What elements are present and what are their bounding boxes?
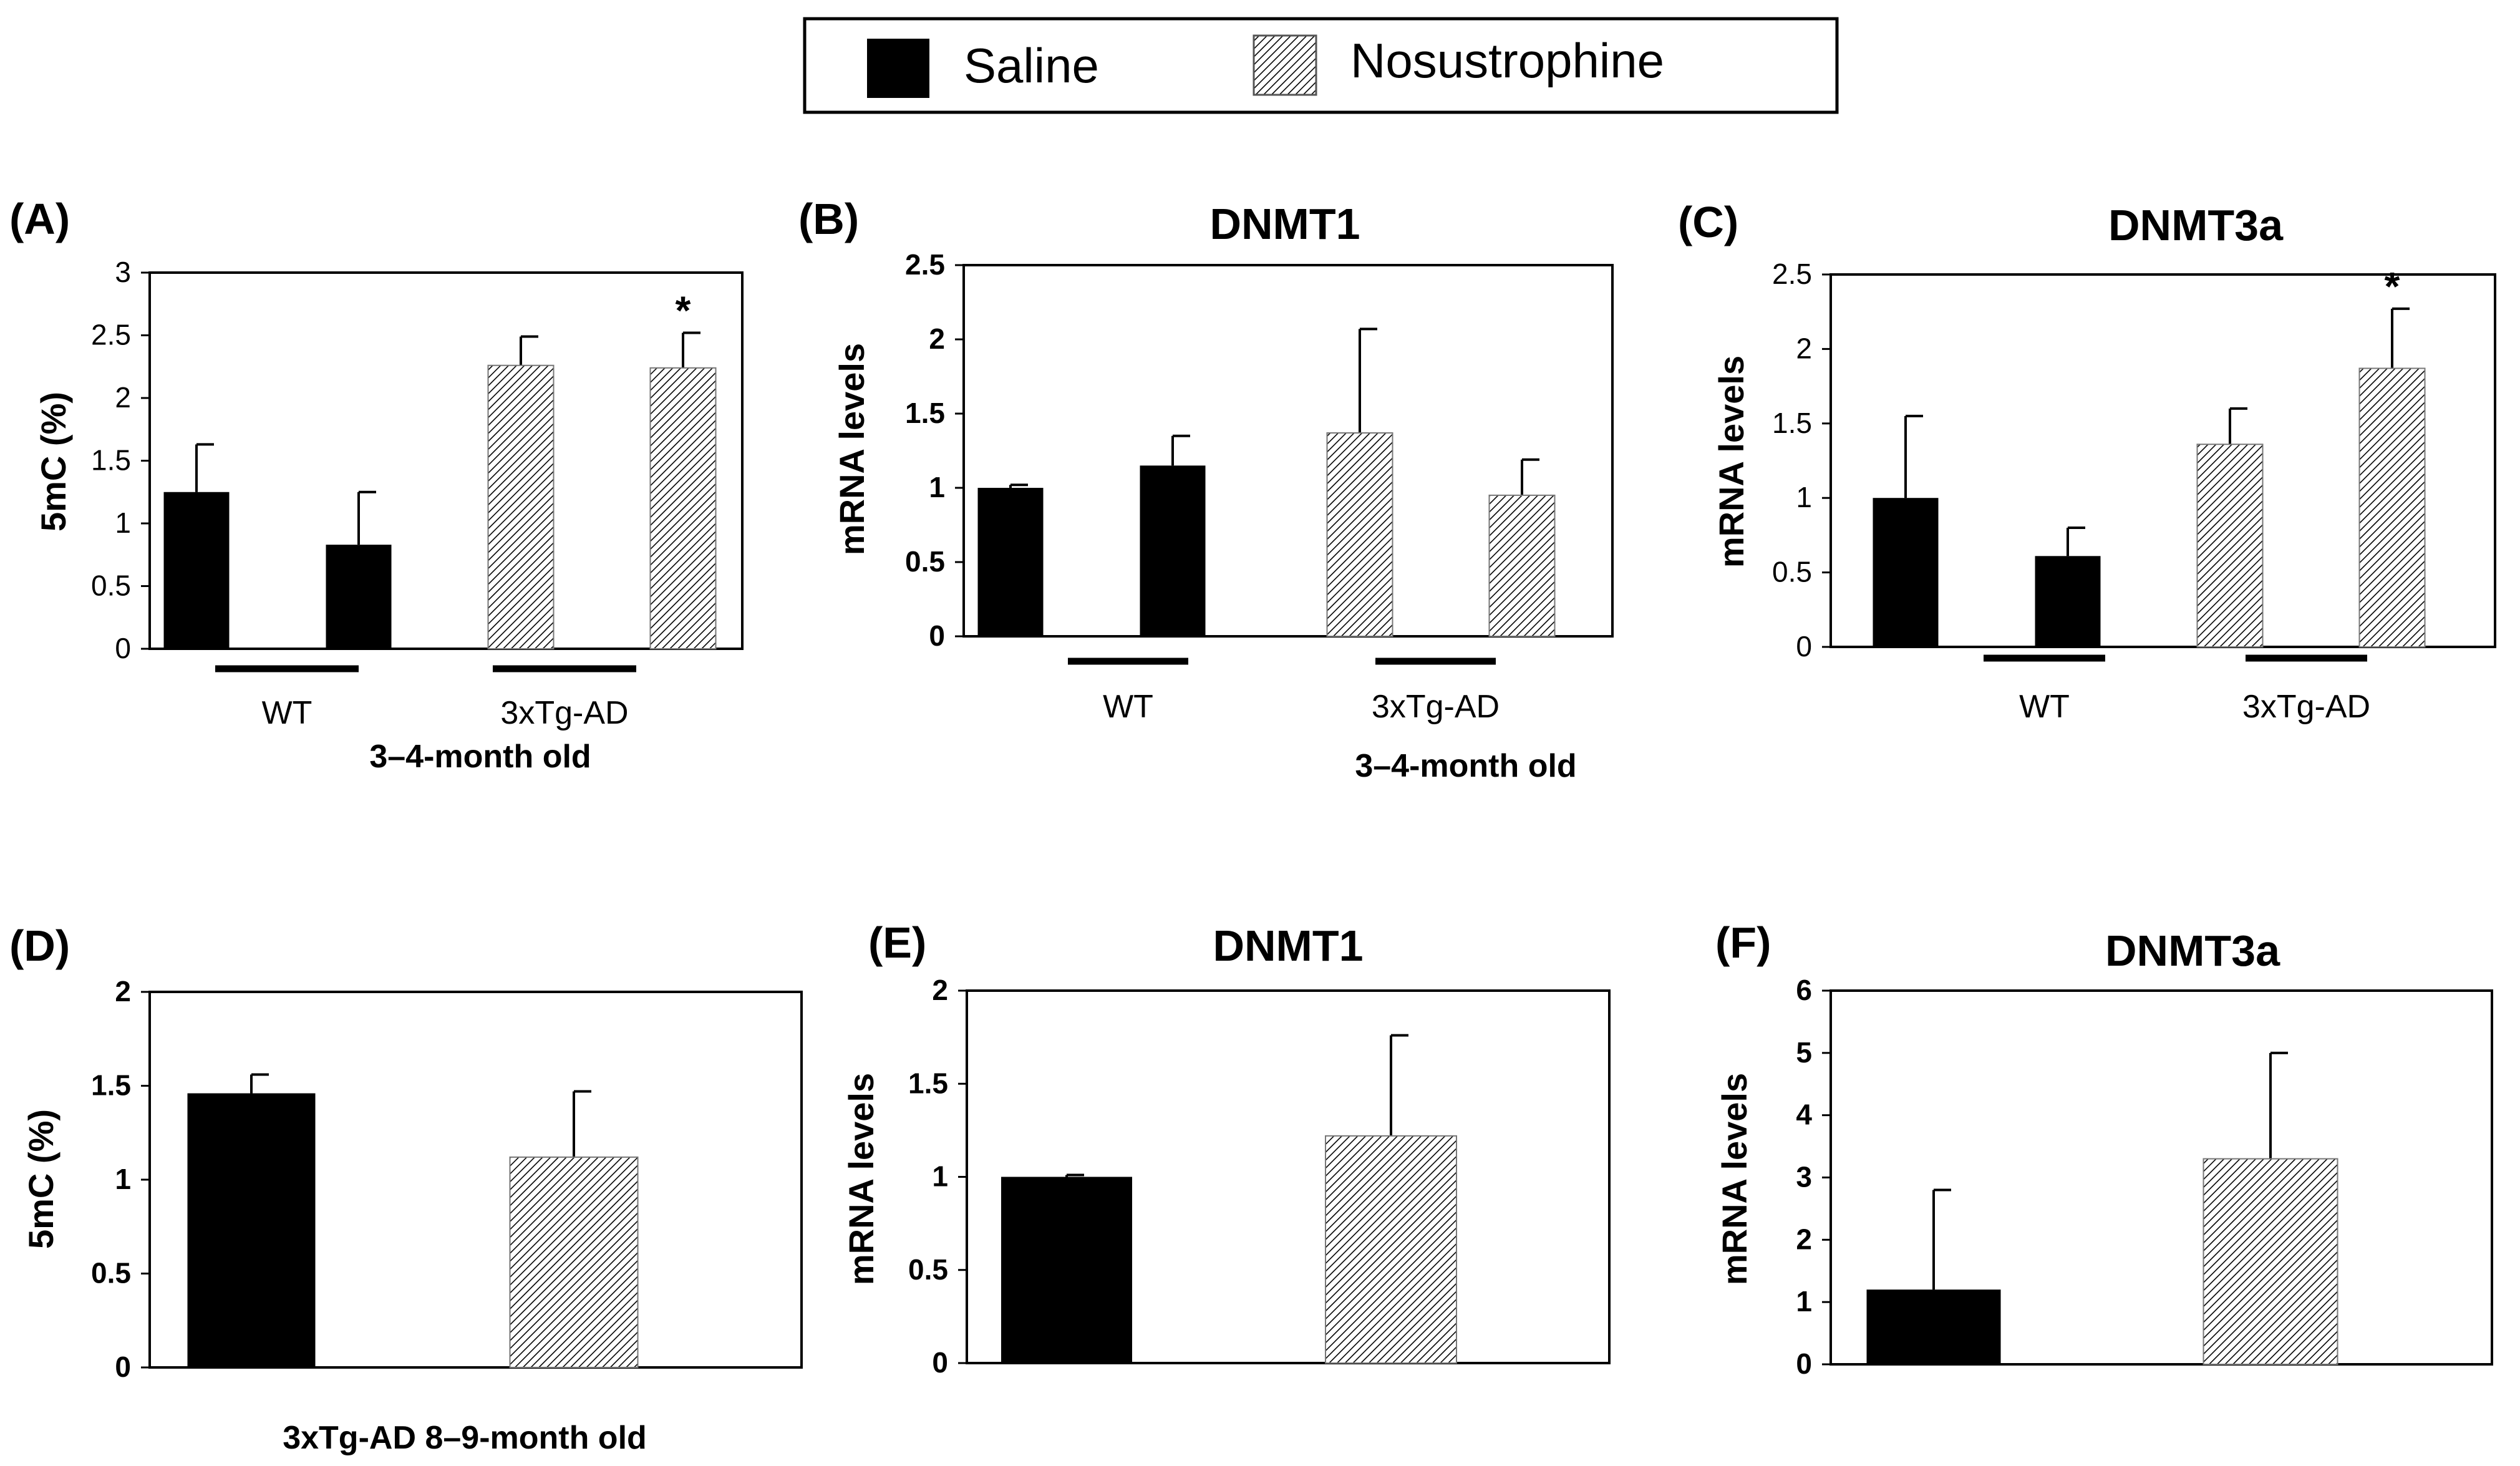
x-category-label: WT <box>2019 689 2070 725</box>
y-tick-label: 1.5 <box>91 444 131 477</box>
panel-letter: (F) <box>1715 918 1771 967</box>
bar-nosustrophine <box>1326 432 1393 637</box>
chart-panel-c: 0 0.5 1 1.5 2 2.5 mRNA levels (C) DNMT3a * WT 3xTg-… <box>1678 198 2496 725</box>
y-tick-label: 1.5 <box>91 1069 131 1102</box>
x-category-label: 3xTg-AD <box>2242 689 2370 725</box>
y-axis-title: mRNA levels <box>832 343 871 555</box>
bar-saline <box>1140 465 1206 636</box>
bar-nosustrophine <box>1488 494 1556 638</box>
x-category-label: 3xTg-AD <box>1372 689 1500 725</box>
y-tick-label: 0.5 <box>1772 556 1812 588</box>
chart-title: DNMT1 <box>1213 921 1363 970</box>
legend-swatch-saline <box>867 39 929 98</box>
bar-saline <box>977 488 1044 636</box>
plot-frame <box>962 264 1614 638</box>
y-tick-label: 6 <box>1796 974 1812 1006</box>
bar-nosustrophine <box>649 367 717 649</box>
y-tick-label: 1 <box>929 471 945 503</box>
panel-letter: (E) <box>868 918 926 967</box>
legend-label-nosustrophine: Nosustrophine <box>1350 33 1664 88</box>
y-tick-label: 1.5 <box>908 1067 948 1099</box>
significance-marker: * <box>2385 264 2400 309</box>
y-tick-label: 2 <box>932 974 948 1006</box>
bar-saline <box>187 1093 316 1367</box>
panel-letter: (A) <box>9 195 70 243</box>
panel-letter: (B) <box>798 195 859 243</box>
panel-letter: (C) <box>1678 198 1738 246</box>
significance-marker: * <box>676 288 691 333</box>
plot-frame <box>1829 273 2496 648</box>
y-tick-label: 0 <box>1796 1347 1812 1380</box>
y-tick-label: 0 <box>1796 630 1812 663</box>
bar-nosustrophine <box>509 1156 639 1368</box>
y-tick-label: 0.5 <box>908 1253 948 1286</box>
bar-saline <box>326 545 392 649</box>
legend-label-saline: Saline <box>964 38 1099 93</box>
y-tick-label: 2 <box>1796 1223 1812 1255</box>
bar-nosustrophine <box>2203 1158 2338 1366</box>
x-category-label: 3xTg-AD <box>500 695 628 731</box>
y-tick-label: 0 <box>932 1346 948 1379</box>
bar-nosustrophine <box>1325 1135 1457 1364</box>
chart-title: DNMT3a <box>2108 201 2284 250</box>
y-tick-label: 0 <box>929 619 945 652</box>
x-category-label: WT <box>1103 689 1153 725</box>
y-tick-label: 2.5 <box>1772 258 1812 290</box>
y-tick-label: 2 <box>115 975 131 1007</box>
y-tick-label: 1 <box>932 1160 948 1193</box>
legend-box <box>803 17 1839 114</box>
chart-title: DNMT1 <box>1209 200 1360 248</box>
bar-saline <box>163 492 230 649</box>
y-tick-label: 2.5 <box>91 319 131 351</box>
y-tick-label: 1 <box>1796 1285 1812 1318</box>
x-category-label: WT <box>262 695 313 731</box>
y-axis-title: 5mC (%) <box>21 1109 61 1249</box>
x-sublabel: 3xTg-AD 8–9-month old <box>283 1420 647 1456</box>
y-tick-label: 4 <box>1796 1099 1812 1131</box>
bar-saline <box>1873 498 1939 647</box>
bar-nosustrophine <box>2358 367 2426 648</box>
y-tick-label: 5 <box>1796 1036 1812 1069</box>
chart-panel-d: 0 0.5 1 1.5 2 5mC (%) (D) 3xTg-AD 8–9-month old <box>9 921 803 1456</box>
chart-panel-e: 0 0.5 1 1.5 2 mRNA levels (E) DNMT1 <box>841 918 1611 1379</box>
chart-panel-f: 0 1 2 3 4 5 6 mRNA levels (F) DNMT3a <box>1715 918 2493 1380</box>
chart-panel-a: 0 0.5 1 1.5 2 2.5 3 5mC (%) (A) * WT 3xTg-AD 3–4-mon… <box>9 195 744 775</box>
y-axis-title: mRNA levels <box>841 1073 881 1285</box>
y-tick-label: 2 <box>1796 332 1812 364</box>
y-tick-label: 2 <box>929 323 945 355</box>
y-tick-label: 0 <box>115 1351 131 1383</box>
bar-saline <box>2035 556 2101 647</box>
y-tick-label: 0.5 <box>91 1257 131 1289</box>
y-tick-label: 1 <box>115 1163 131 1195</box>
y-tick-label: 1.5 <box>905 397 945 429</box>
y-tick-label: 1 <box>115 507 131 539</box>
legend: Saline Nosustrophine <box>803 17 1839 114</box>
bar-nosustrophine <box>487 364 555 649</box>
y-tick-label: 0.5 <box>91 570 131 602</box>
y-tick-label: 3 <box>115 256 131 288</box>
panel-letter: (D) <box>9 921 70 970</box>
bar-saline <box>1001 1177 1132 1363</box>
y-tick-label: 2.5 <box>905 248 945 281</box>
y-tick-label: 0.5 <box>905 545 945 578</box>
y-axis-title: 5mC (%) <box>34 392 73 532</box>
chart-panels: 0 0.5 1 1.5 2 2.5 3 5mC (%) (A) * WT 3xTg-AD 3–4-mon… <box>9 195 2496 1456</box>
chart-title: DNMT3a <box>2105 926 2280 975</box>
chart-panel-b: 0 0.5 1 1.5 2 2.5 mRNA levels (B) DNMT1 WT 3xTg-AD… <box>798 195 1614 784</box>
y-tick-label: 1 <box>1796 481 1812 513</box>
y-tick-label: 3 <box>1796 1161 1812 1193</box>
y-tick-label: 2 <box>115 381 131 414</box>
x-sublabel: 3–4-month old <box>369 739 591 775</box>
legend-swatch-nosustrophine <box>1253 34 1317 96</box>
y-axis-title: mRNA levels <box>1712 356 1751 568</box>
y-axis-title: mRNA levels <box>1715 1073 1754 1285</box>
y-tick-label: 1.5 <box>1772 407 1812 439</box>
bar-saline <box>1866 1289 2001 1364</box>
bar-nosustrophine <box>2196 444 2264 648</box>
y-tick-label: 0 <box>115 632 131 664</box>
x-sublabel: 3–4-month old <box>1355 748 1576 784</box>
